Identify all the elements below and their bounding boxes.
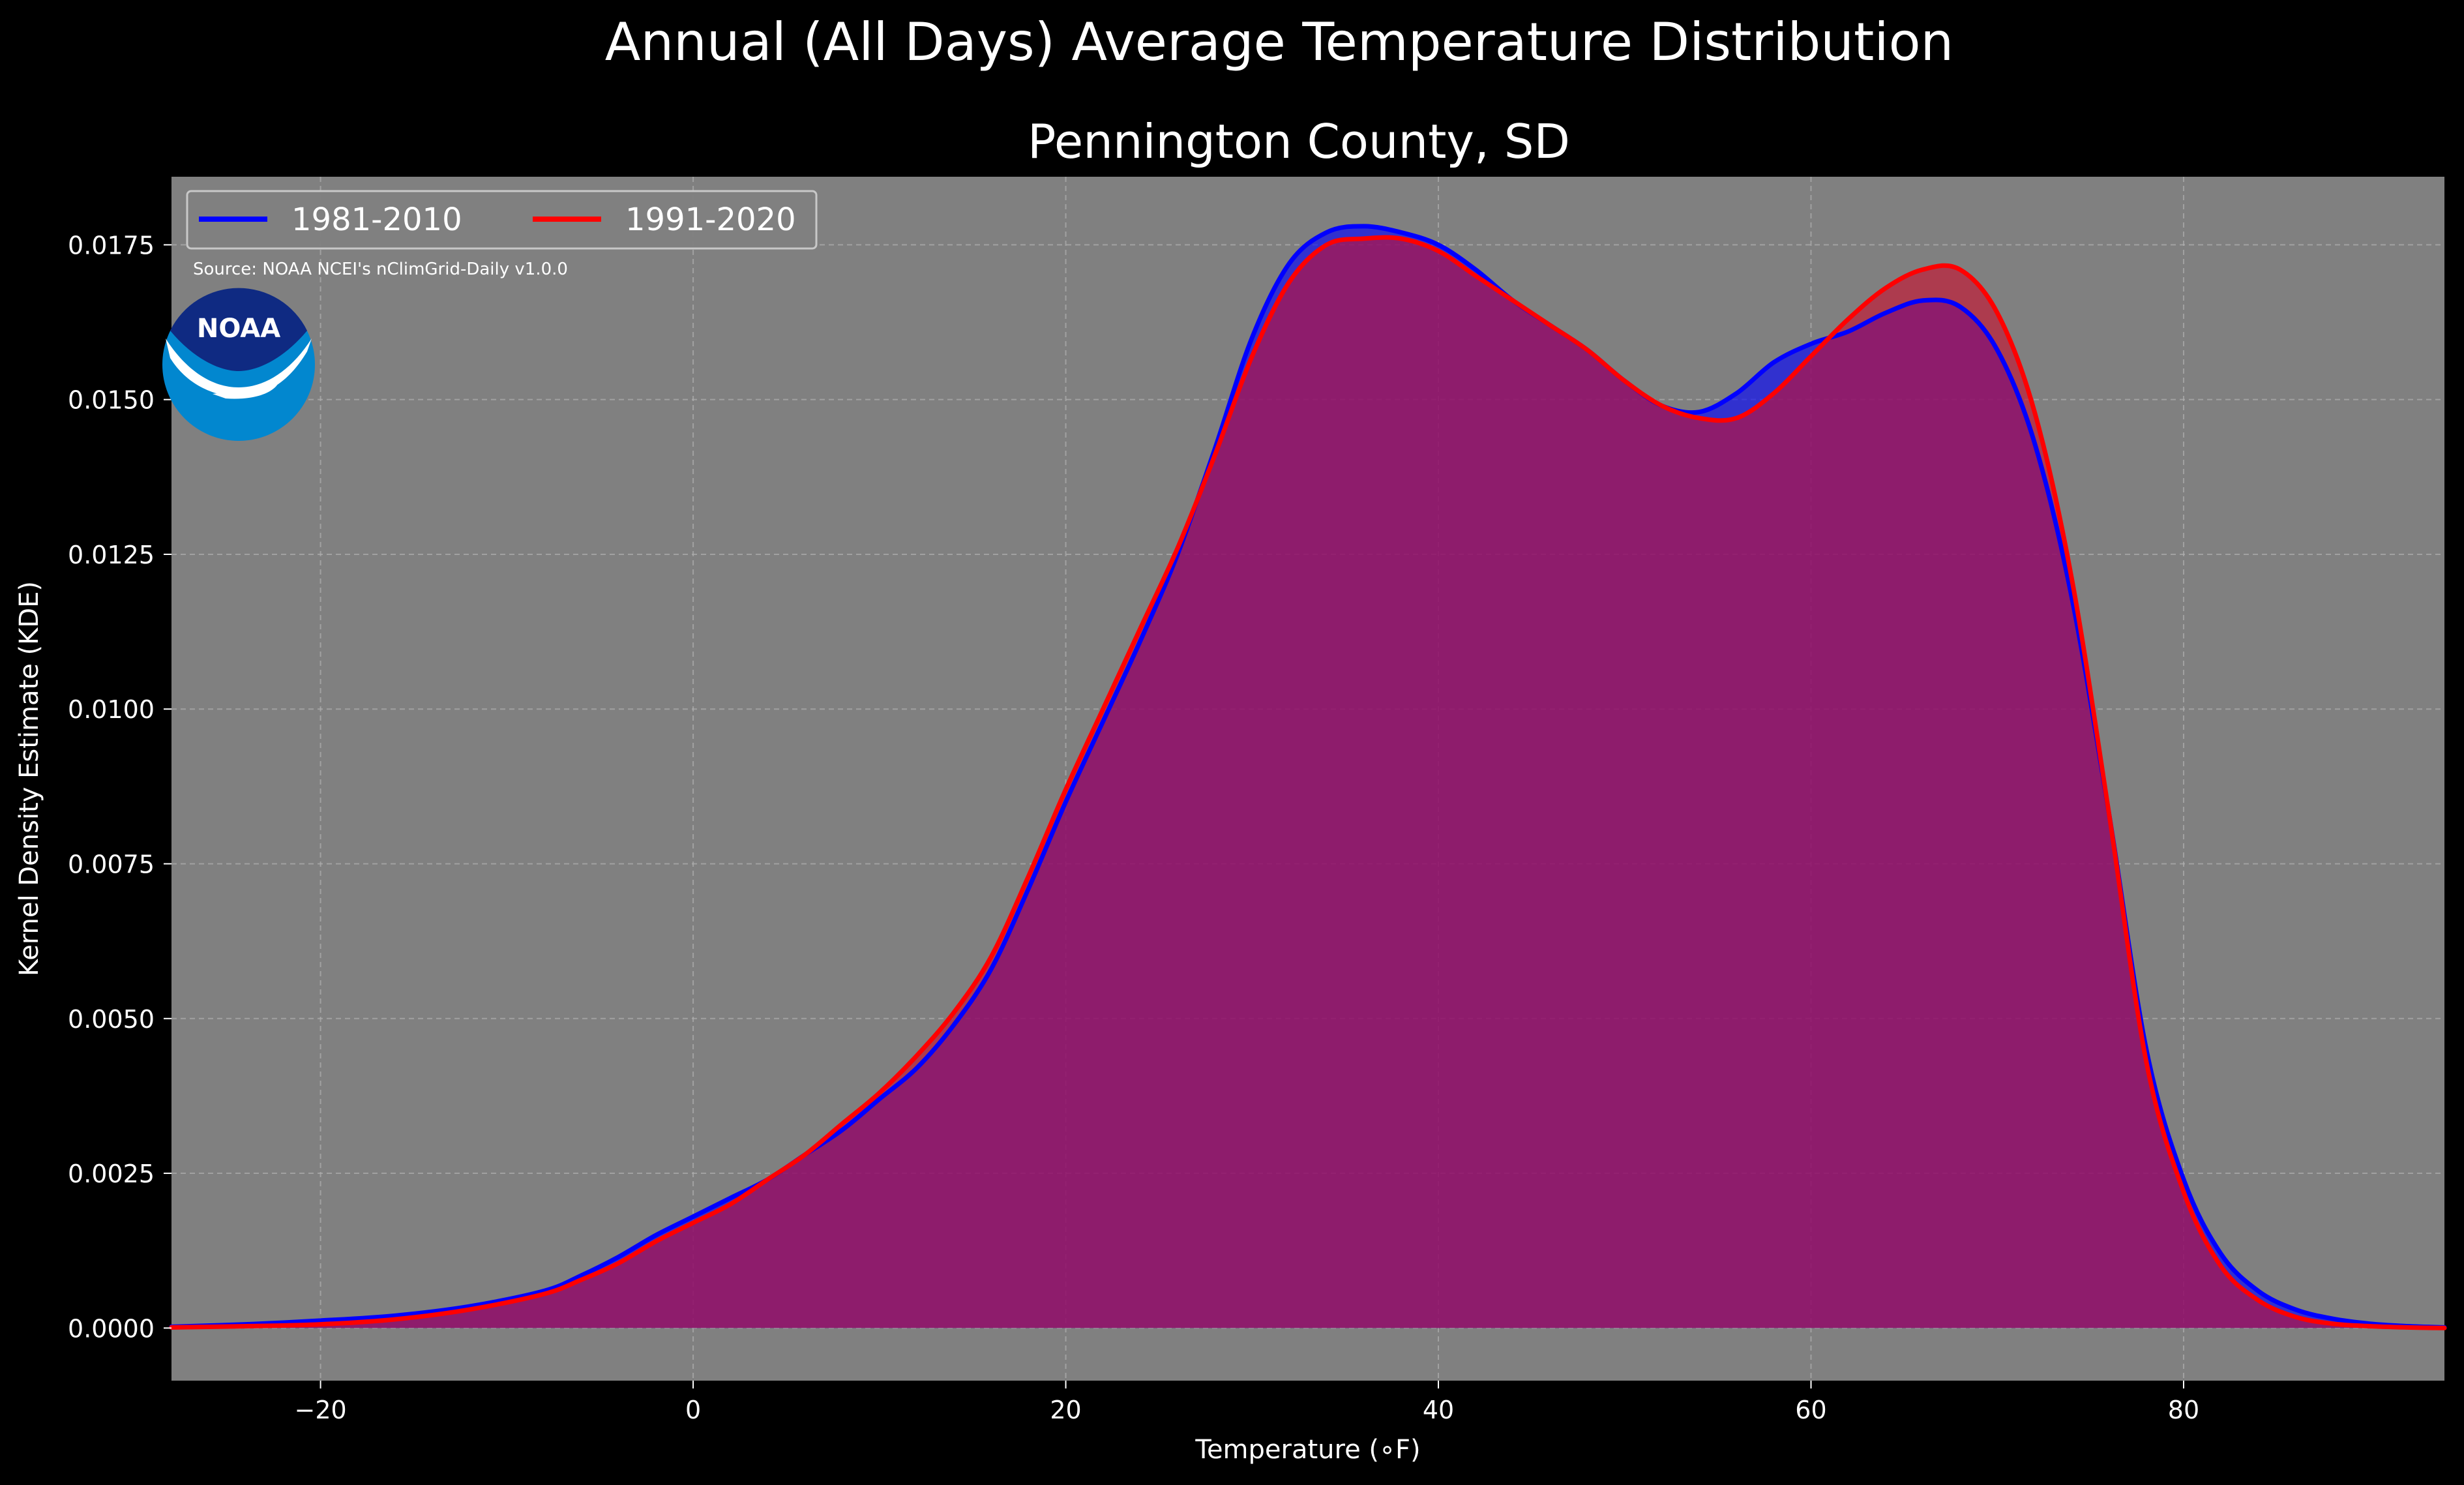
y-tick-label: 0.0125 (68, 541, 155, 569)
logo-text: NOAA (197, 314, 280, 344)
x-axis-label: Temperature (∘F) (1195, 1435, 1420, 1465)
y-axis-label: Kernel Density Estimate (KDE) (14, 581, 44, 976)
source-annotation: Source: NOAA NCEI's nClimGrid-Daily v1.0… (193, 260, 568, 279)
legend-label-1981-2010: 1981-2010 (291, 202, 462, 238)
x-tick-label: −20 (294, 1396, 346, 1424)
plot-area (169, 177, 2447, 1381)
noaa-logo: NOAA (162, 288, 315, 441)
x-axis-ticks: −20 0 20 40 60 80 (294, 1381, 2199, 1424)
y-tick-label: 0.0050 (68, 1005, 155, 1034)
legend-box (186, 190, 818, 250)
area-fill-1991-2020 (171, 237, 2444, 1328)
legend: 1981-2010 1991-2020 (186, 190, 818, 250)
series-line-1991-2020 (169, 235, 2447, 1330)
x-tick-label: 80 (2168, 1396, 2199, 1424)
y-tick-label: 0.0175 (68, 231, 155, 260)
y-axis-ticks: 0.0000 0.0025 0.0050 0.0075 0.0100 0.0125 0.01… (68, 231, 171, 1343)
x-tick-label: 20 (1050, 1396, 1081, 1424)
chart-suptitle: Annual (All Days) Average Temperature Di… (605, 12, 1953, 72)
logo-seagull-wing (166, 338, 312, 397)
x-tick-label: 60 (1795, 1396, 1826, 1424)
legend-label-1991-2020: 1991-2020 (625, 202, 796, 238)
y-tick-label: 0.0000 (68, 1314, 155, 1343)
y-tick-label: 0.0075 (68, 850, 155, 879)
logo-top-dark (170, 288, 307, 371)
logo-seagull-body (213, 384, 278, 399)
x-tick-label: 0 (685, 1396, 701, 1424)
x-tick-label: 40 (1423, 1396, 1454, 1424)
y-tick-label: 0.0150 (68, 386, 155, 415)
y-tick-label: 0.0025 (68, 1160, 155, 1188)
series-layer (169, 224, 2447, 1330)
chart-title: Pennington County, SD (1028, 114, 1570, 169)
y-tick-label: 0.0100 (68, 695, 155, 724)
